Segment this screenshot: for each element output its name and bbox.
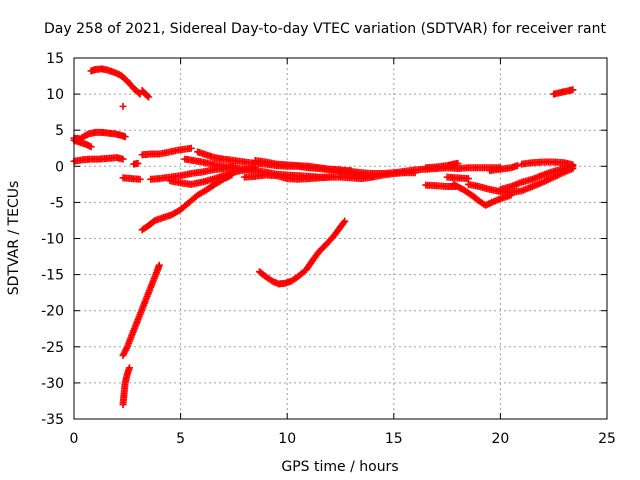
data-point xyxy=(144,92,152,100)
data-point xyxy=(136,175,144,183)
x-tick-label: 10 xyxy=(278,431,296,447)
y-tick-label: -20 xyxy=(41,304,64,320)
data-point xyxy=(125,364,133,372)
data-point xyxy=(569,86,577,94)
data-point xyxy=(513,162,521,170)
data-point xyxy=(454,159,462,167)
data-point xyxy=(119,155,127,163)
data-point xyxy=(411,169,419,177)
y-tick-label: -5 xyxy=(50,195,64,211)
y-axis-ticks: 15 10 5 0 -5 -10 -15 -20 -25 -30 -35 xyxy=(41,51,607,428)
y-tick-label: 15 xyxy=(46,51,64,67)
data-point xyxy=(340,219,348,227)
y-tick-label: 5 xyxy=(55,123,64,139)
data-point xyxy=(134,159,142,167)
y-tick-label: -25 xyxy=(41,340,64,356)
data-points xyxy=(70,65,577,409)
data-point xyxy=(341,217,349,225)
y-tick-label: -15 xyxy=(41,268,64,284)
chart-title: Day 258 of 2021, Sidereal Day-to-day VTE… xyxy=(44,21,606,37)
x-tick-label: 5 xyxy=(176,431,185,447)
y-tick-label: 0 xyxy=(55,159,64,175)
x-tick-label: 0 xyxy=(70,431,79,447)
y-axis-label: SDTVAR / TECUs xyxy=(6,181,22,296)
data-point xyxy=(187,144,195,152)
x-axis-ticks: 0 5 10 15 20 25 xyxy=(70,58,616,447)
x-tick-label: 15 xyxy=(385,431,403,447)
data-point xyxy=(569,161,577,169)
data-point xyxy=(228,171,236,179)
x-tick-label: 25 xyxy=(598,431,616,447)
data-point xyxy=(87,143,95,151)
y-tick-label: 10 xyxy=(46,87,64,103)
x-axis-label: GPS time / hours xyxy=(281,459,398,475)
y-tick-label: -30 xyxy=(41,376,64,392)
x-tick-label: 20 xyxy=(491,431,509,447)
data-point xyxy=(119,102,127,110)
grid-lines xyxy=(74,58,607,419)
y-tick-label: -10 xyxy=(41,232,64,248)
data-point xyxy=(145,93,153,101)
y-tick-label: -35 xyxy=(41,412,64,428)
data-point xyxy=(368,172,376,180)
data-point xyxy=(155,261,163,269)
data-point xyxy=(121,133,129,141)
